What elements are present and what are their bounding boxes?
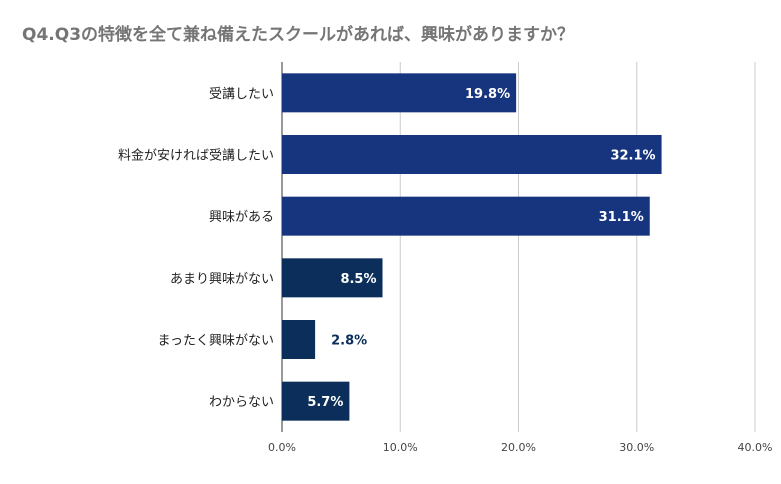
data-label: 31.1%: [599, 210, 644, 225]
bar: [282, 258, 383, 298]
data-label: 8.5%: [340, 272, 376, 287]
x-tick-label: 40.0%: [738, 441, 773, 454]
axis-layer: 0.0% 10.0% 20.0% 30.0% 40.0%: [268, 62, 772, 454]
data-label: 2.8%: [331, 334, 367, 349]
x-tick-label: 10.0%: [383, 441, 418, 454]
grid-layer: [399, 62, 756, 432]
bar: [282, 73, 517, 113]
category-label: わからない: [209, 395, 274, 410]
data-label: 5.7%: [307, 395, 343, 410]
category-label: 料金が安ければ受講したい: [118, 148, 274, 164]
label-layer: 受講したい 19.8% 料金が安ければ受講したい 32.1% 興味がある 31.1% あまり…: [118, 86, 656, 410]
x-tick-label: 0.0%: [268, 441, 296, 454]
x-tick-label: 30.0%: [619, 441, 654, 454]
category-label: あまり興味がない: [170, 272, 274, 287]
bar: [282, 320, 316, 359]
bar: [282, 196, 650, 236]
data-label: 32.1%: [610, 149, 655, 164]
category-label: 受講したい: [209, 86, 274, 102]
bar-layer: [282, 73, 662, 421]
bar: [282, 381, 350, 421]
category-label: 興味がある: [209, 210, 274, 225]
bar: [282, 135, 662, 174]
x-tick-label: 20.0%: [501, 441, 536, 454]
chart-title: Q4.Q3の特徴を全て兼ね備えたスクールがあれば、興味がありますか？: [22, 25, 575, 45]
data-label: 19.8%: [465, 87, 510, 102]
category-label: まったく興味がない: [158, 334, 274, 349]
